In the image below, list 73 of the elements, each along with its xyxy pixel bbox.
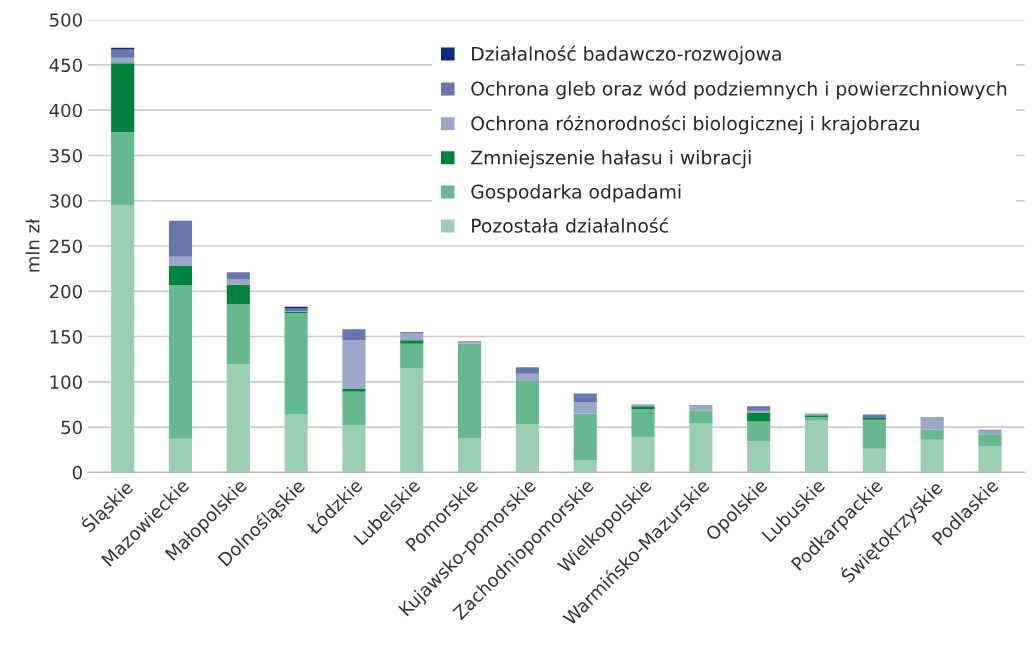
bar (400, 368, 424, 473)
bar (342, 329, 366, 341)
bar (573, 460, 597, 473)
y-tick-label: 150 (50, 329, 82, 344)
bar (920, 429, 944, 440)
bar (226, 364, 250, 473)
y-tick-label: 100 (50, 375, 82, 389)
y-tick-label: 500 (50, 13, 82, 27)
legend-label: Działalność badawczo-rozwojowa (472, 45, 781, 65)
bar (804, 420, 829, 473)
bar (284, 312, 308, 415)
bar (342, 425, 366, 473)
bar (111, 131, 135, 206)
y-tick-label: 200 (49, 284, 82, 299)
y-tick-label: 250 (49, 239, 82, 254)
bar (168, 438, 193, 473)
bar (226, 284, 250, 304)
bar (226, 303, 250, 365)
bar (978, 434, 1002, 447)
bar (458, 343, 482, 438)
y-tick-label: 400 (49, 103, 82, 118)
y-tick-label: 50 (61, 420, 82, 435)
bar (920, 439, 944, 473)
legend-label: Zmniejszenie hałasu i wibracji (471, 150, 751, 169)
bar (111, 57, 135, 64)
bar (168, 284, 193, 439)
bar (342, 340, 366, 390)
bar (458, 437, 482, 473)
bar (168, 265, 193, 285)
bar (631, 437, 655, 473)
bar (226, 279, 250, 285)
bar (747, 406, 771, 411)
bar (515, 424, 539, 473)
bar (747, 441, 771, 473)
bar (689, 423, 713, 473)
bar (631, 408, 655, 438)
bar (284, 414, 308, 473)
bar (168, 220, 193, 257)
bar (111, 63, 135, 132)
bar (978, 446, 1002, 473)
legend-label: Ochrona gleb oraz wód podziemnych i powierzchniowych (471, 80, 1007, 100)
bar (168, 256, 193, 266)
bar (111, 205, 135, 473)
legend-label: Gospodarka odpadami (471, 184, 681, 203)
bar (400, 332, 424, 341)
bar (458, 341, 482, 344)
bar (862, 419, 886, 449)
y-tick-label: 0 (72, 465, 82, 480)
y-axis-title: mln zł (25, 218, 40, 272)
bar (573, 402, 597, 414)
bar (573, 393, 597, 403)
bar (515, 373, 539, 381)
bar (747, 421, 771, 442)
bar (515, 367, 539, 374)
bar (920, 417, 944, 430)
y-tick-label: 350 (50, 148, 82, 163)
legend-label: Pozostała działalność (472, 217, 668, 233)
y-tick-label: 450 (49, 58, 82, 73)
bar (689, 410, 713, 424)
legend-label: Ochrona różnorodności biologicznej i krajobrazu (471, 115, 919, 135)
bar (111, 49, 135, 58)
bar (573, 413, 597, 461)
bar (515, 380, 539, 425)
bar (862, 414, 886, 418)
bar (342, 389, 366, 392)
bar (862, 448, 886, 473)
bar (226, 272, 250, 280)
bar (400, 340, 424, 344)
bar (400, 343, 424, 369)
bar (342, 391, 366, 426)
bar (747, 412, 771, 422)
y-tick-label: 300 (50, 194, 82, 208)
bar (689, 406, 713, 411)
